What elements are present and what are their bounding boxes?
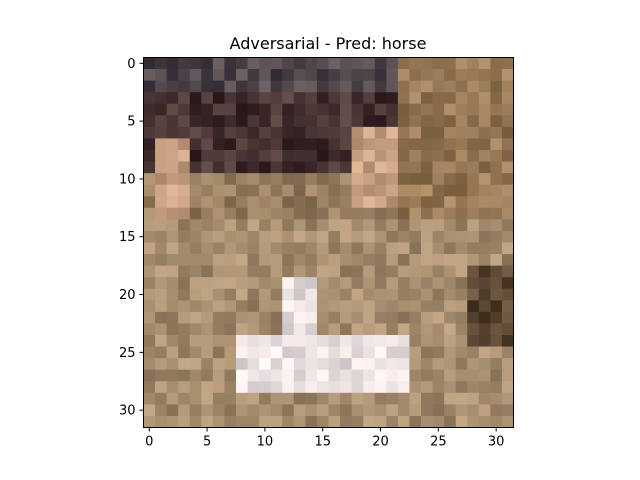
axes-frame (143, 57, 514, 428)
y-axis: 0 5 10 15 20 25 30 (119, 57, 144, 419)
y-tick-label: 0 (127, 57, 135, 72)
x-tick-label: 10 (257, 435, 274, 450)
x-tick-label: 5 (203, 435, 211, 450)
y-tick-label: 25 (119, 346, 136, 361)
y-tick-label: 20 (119, 288, 136, 303)
x-tick-label: 15 (314, 435, 331, 450)
y-tick-label: 30 (119, 404, 136, 419)
y-tick-label: 15 (119, 230, 136, 245)
x-tick-label: 20 (372, 435, 389, 450)
x-tick-label: 25 (430, 435, 447, 450)
x-tick-label: 0 (145, 435, 153, 450)
y-tick-label: 10 (119, 172, 136, 187)
x-tick-label: 30 (488, 435, 505, 450)
y-tick-label: 5 (127, 115, 135, 130)
figure-title: Adversarial - Pred: horse (230, 34, 427, 53)
pixelated-cat-image (143, 57, 514, 428)
x-axis: 0 5 10 15 20 25 30 (145, 427, 505, 450)
